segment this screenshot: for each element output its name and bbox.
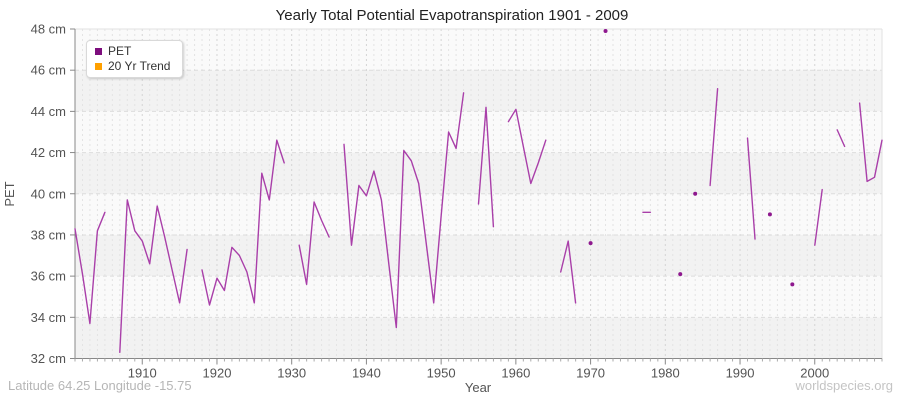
- x-tick-label: 1990: [726, 366, 755, 381]
- pet-series-swatch-icon: [95, 48, 102, 55]
- x-tick-label: 1970: [576, 366, 605, 381]
- y-tick-label: 32 cm: [31, 351, 66, 366]
- y-tick-label: 36 cm: [31, 269, 66, 284]
- pet-line: [74, 88, 883, 353]
- x-tick-label: 2000: [800, 366, 829, 381]
- plot-band: [75, 317, 882, 359]
- y-axis-title: PET: [2, 181, 17, 206]
- trend-series-swatch-icon: [95, 63, 102, 70]
- plot-band: [75, 111, 882, 153]
- pet-point: [790, 282, 795, 287]
- x-axis-title: Year: [465, 380, 492, 395]
- tick-labels: 48 cm 46 cm 44 cm 42 cm 40 cm 38 cm 36 cm 34 cm…: [31, 22, 830, 381]
- x-tick-label: 1940: [352, 366, 381, 381]
- pet-point: [678, 272, 683, 277]
- y-tick-label: 40 cm: [31, 186, 66, 201]
- x-tick-label: 1980: [651, 366, 680, 381]
- y-tick-label: 38 cm: [31, 227, 66, 242]
- pet-point: [693, 191, 698, 196]
- legend-item-trend: 20 Yr Trend: [95, 60, 170, 73]
- legend-label-pet: PET: [108, 44, 132, 58]
- y-tick-label: 46 cm: [31, 63, 66, 78]
- x-tick-label: 1930: [277, 366, 306, 381]
- pet-point: [767, 212, 772, 217]
- axes: [70, 28, 883, 365]
- y-tick-label: 44 cm: [31, 104, 66, 119]
- y-tick-label: 42 cm: [31, 145, 66, 160]
- x-tick-label: 1960: [501, 366, 530, 381]
- legend: PET 20 Yr Trend: [86, 40, 184, 78]
- legend-label-trend: 20 Yr Trend: [108, 59, 171, 73]
- pet-point: [603, 29, 608, 34]
- y-tick-label: 34 cm: [31, 310, 66, 325]
- data-series: [74, 29, 883, 353]
- chart-title: Yearly Total Potential Evapotranspiratio…: [276, 7, 629, 24]
- x-tick-label: 1920: [203, 366, 232, 381]
- plot-band: [75, 276, 882, 318]
- watermark-text: worldspecies.org: [794, 378, 893, 393]
- x-tick-label: 1910: [128, 366, 157, 381]
- coordinates-caption: Latitude 64.25 Longitude -15.75: [8, 378, 192, 393]
- legend-item-pet: PET: [95, 45, 170, 58]
- plot-band: [75, 152, 882, 194]
- pet-point: [588, 241, 593, 246]
- y-tick-label: 48 cm: [31, 22, 66, 37]
- x-tick-label: 1950: [427, 366, 456, 381]
